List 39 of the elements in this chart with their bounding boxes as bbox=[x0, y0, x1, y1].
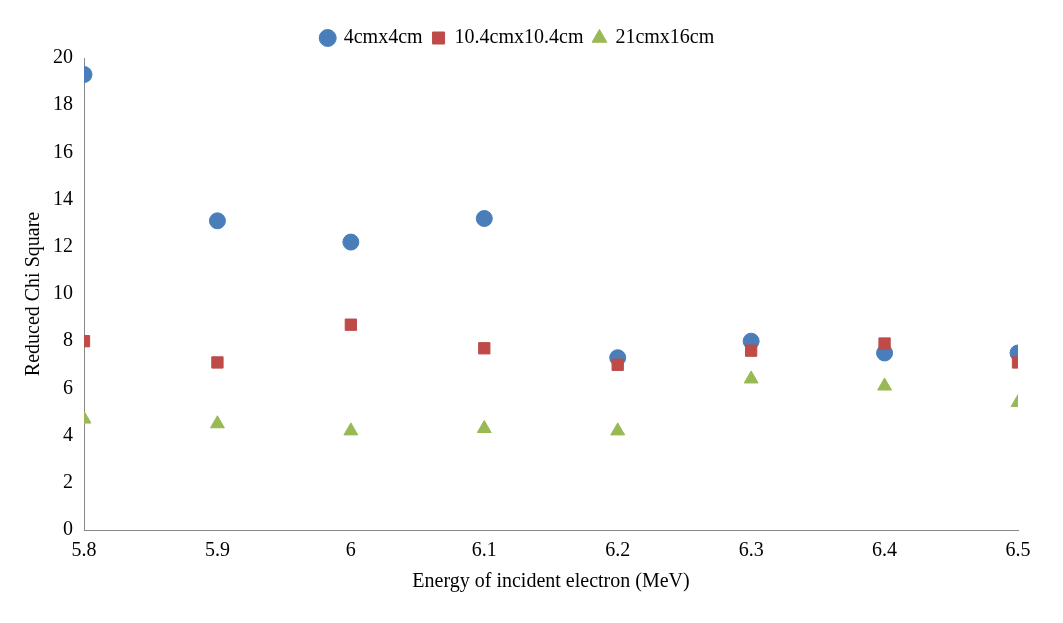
point bbox=[744, 344, 758, 357]
x-tick-label: 6.4 bbox=[872, 538, 898, 561]
point bbox=[611, 358, 624, 371]
y-tick-label: 0 bbox=[63, 517, 73, 540]
point bbox=[878, 337, 891, 350]
legend-label: 10.4cmx10.4cm bbox=[454, 25, 584, 48]
x-tick-label: 5.8 bbox=[71, 538, 97, 561]
point bbox=[210, 415, 225, 429]
x-tick-label: 6.2 bbox=[605, 538, 631, 561]
point bbox=[743, 370, 759, 384]
legend-label: 4cmx4cm bbox=[343, 25, 424, 48]
y-tick-label: 16 bbox=[53, 139, 73, 162]
y-tick-label: 18 bbox=[53, 92, 73, 115]
x-tick-label: 6.3 bbox=[738, 538, 764, 561]
point bbox=[342, 233, 360, 251]
y-tick-label: 10 bbox=[53, 281, 73, 304]
point bbox=[344, 318, 358, 331]
y-tick-label: 2 bbox=[63, 470, 73, 493]
x-axis-title: Energy of incident electron (MeV) bbox=[412, 569, 690, 593]
y-tick-label: 6 bbox=[63, 375, 73, 398]
x-tick-label: 6.5 bbox=[1005, 538, 1031, 561]
y-tick-label: 14 bbox=[53, 186, 73, 209]
point bbox=[877, 377, 892, 391]
y-tick-label: 20 bbox=[53, 45, 73, 68]
legend-label: 21cmx16cm bbox=[615, 25, 715, 48]
point bbox=[211, 356, 224, 369]
point bbox=[208, 212, 226, 230]
point bbox=[476, 420, 492, 434]
point bbox=[478, 342, 491, 355]
y-axis-title: Reduced Chi Square bbox=[21, 211, 45, 377]
y-tick-label: 12 bbox=[53, 234, 73, 257]
point bbox=[610, 422, 626, 436]
x-tick-label: 6.1 bbox=[471, 538, 497, 561]
y-tick-label: 8 bbox=[63, 328, 73, 351]
x-tick-label: 6 bbox=[345, 538, 356, 561]
point bbox=[475, 209, 493, 227]
y-tick-label: 4 bbox=[63, 422, 73, 445]
x-tick-label: 5.9 bbox=[204, 538, 230, 561]
point bbox=[343, 422, 359, 436]
